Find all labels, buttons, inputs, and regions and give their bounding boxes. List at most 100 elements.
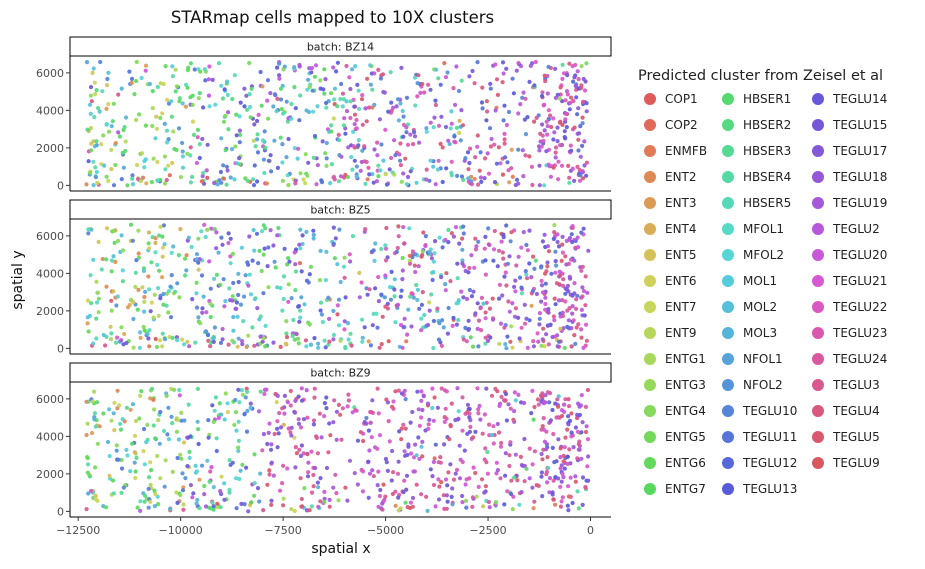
data-point: [218, 489, 223, 494]
data-point: [521, 174, 526, 179]
data-point: [249, 500, 254, 505]
data-point: [439, 114, 444, 119]
data-point: [119, 466, 125, 471]
data-point: [190, 102, 195, 107]
data-point: [542, 183, 547, 188]
data-point: [489, 136, 494, 142]
data-point: [239, 338, 245, 344]
data-point: [324, 100, 329, 106]
data-point: [463, 482, 468, 487]
data-point: [209, 226, 214, 231]
data-point: [304, 229, 309, 235]
data-point: [315, 104, 320, 109]
data-point: [295, 156, 300, 161]
data-point: [160, 254, 165, 259]
data-point: [460, 247, 465, 252]
data-point: [236, 438, 241, 443]
data-point: [505, 489, 510, 494]
data-point: [146, 274, 151, 279]
data-point: [393, 389, 398, 394]
data-point: [435, 405, 440, 410]
data-point: [346, 337, 351, 342]
data-point: [442, 442, 447, 447]
data-point: [401, 225, 406, 230]
data-point: [241, 319, 246, 324]
data-point: [479, 477, 485, 482]
data-point: [566, 404, 572, 409]
data-point: [88, 111, 93, 116]
data-point: [219, 136, 224, 141]
data-point: [220, 337, 225, 342]
data-point: [566, 318, 572, 323]
data-point: [581, 288, 587, 294]
data-point: [376, 163, 381, 168]
data-point: [341, 123, 347, 128]
data-point: [251, 177, 256, 182]
data-point: [344, 99, 349, 104]
data-point: [503, 391, 509, 397]
data-point: [281, 296, 286, 302]
data-point: [235, 161, 240, 166]
data-point: [414, 453, 419, 458]
data-point: [144, 440, 149, 445]
data-point: [112, 428, 117, 433]
legend-label: MOL2: [743, 300, 778, 314]
data-point: [455, 276, 460, 281]
data-point: [474, 244, 479, 249]
data-point: [338, 412, 343, 417]
data-point: [550, 407, 555, 413]
data-point: [427, 417, 432, 422]
data-point: [483, 316, 488, 321]
data-point: [563, 117, 568, 122]
data-point: [339, 81, 344, 87]
data-point: [511, 409, 517, 414]
legend-swatch: [722, 457, 734, 469]
data-point: [146, 336, 151, 341]
data-point: [508, 406, 513, 411]
data-point: [469, 253, 474, 258]
data-point: [152, 292, 157, 297]
data-point: [540, 122, 545, 127]
data-point: [297, 261, 302, 266]
data-point: [130, 182, 136, 187]
data-point: [498, 321, 504, 326]
data-point: [285, 119, 290, 124]
data-point: [470, 504, 475, 509]
data-point: [524, 466, 529, 471]
legend-label: TEGLU9: [833, 456, 880, 470]
data-point: [162, 154, 167, 159]
data-point: [163, 64, 168, 69]
data-point: [275, 285, 280, 290]
data-point: [419, 328, 424, 333]
legend-label: ENT4: [665, 222, 697, 236]
data-point: [188, 180, 193, 185]
data-point: [180, 471, 185, 476]
data-point: [493, 108, 498, 113]
data-point: [269, 442, 274, 447]
data-point: [527, 476, 532, 481]
data-point: [155, 84, 160, 90]
data-point: [305, 173, 310, 178]
data-point: [482, 412, 487, 417]
data-point: [367, 287, 372, 292]
data-point: [564, 89, 570, 94]
data-point: [293, 106, 298, 111]
data-point: [498, 476, 503, 481]
data-point: [281, 496, 286, 501]
data-point: [335, 312, 340, 317]
legend-item: TEGLU21: [812, 271, 887, 291]
data-point: [391, 406, 396, 411]
data-point: [399, 426, 404, 431]
data-point: [193, 340, 198, 345]
data-point: [272, 138, 277, 143]
data-point: [310, 88, 315, 93]
data-point: [294, 451, 299, 456]
data-point: [376, 469, 381, 474]
data-point: [92, 115, 97, 120]
data-point: [222, 304, 227, 309]
data-point: [356, 138, 361, 143]
data-point: [442, 61, 447, 66]
data-point: [402, 388, 407, 393]
data-point: [298, 308, 303, 313]
data-point: [253, 144, 258, 149]
